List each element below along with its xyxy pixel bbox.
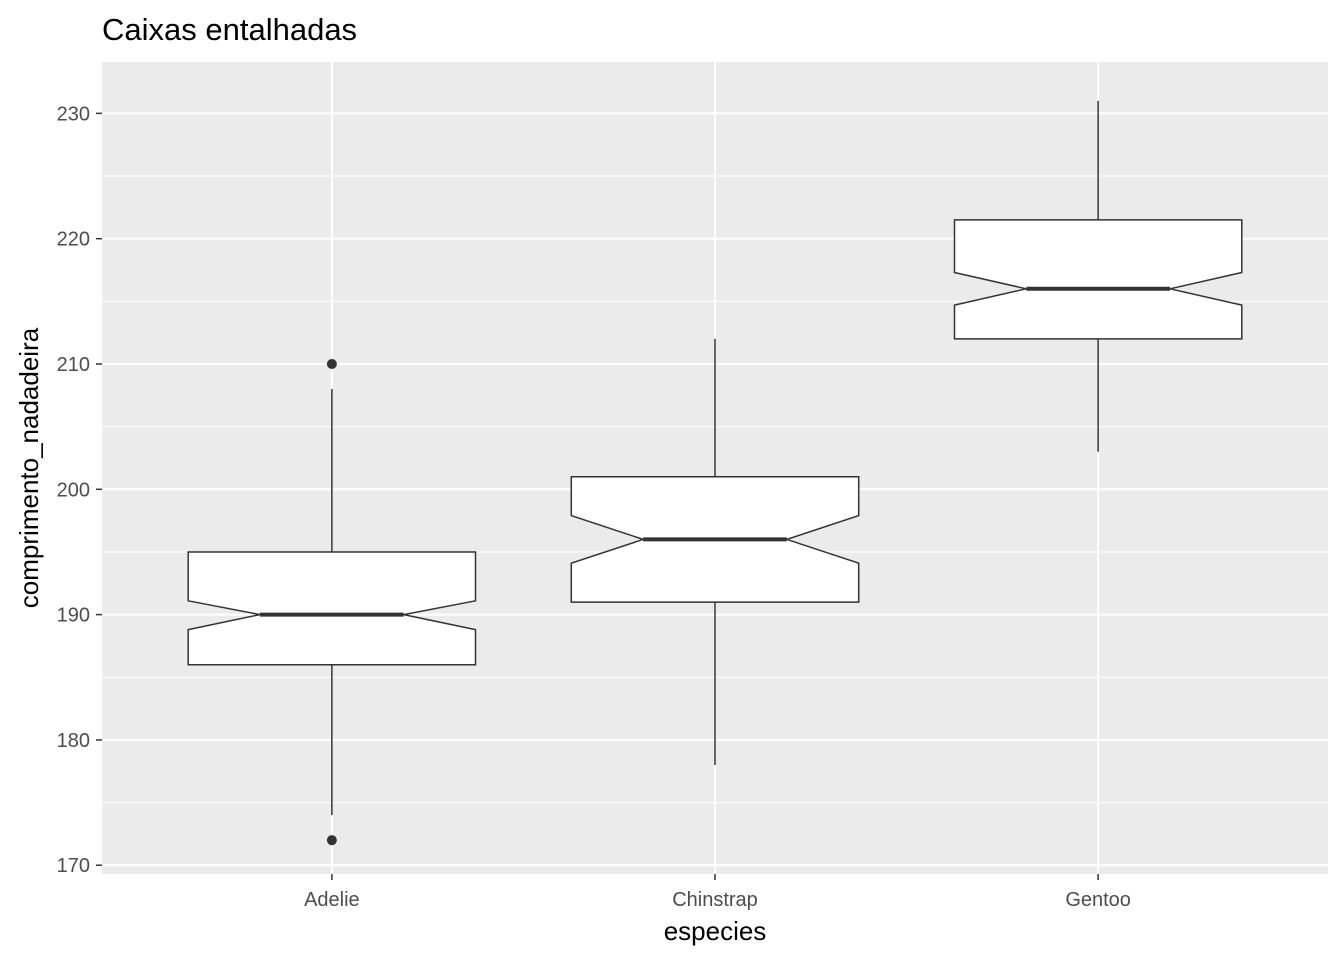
box-gentoo xyxy=(953,100,1243,452)
y-tick-label: 190 xyxy=(57,605,90,627)
notched-box xyxy=(187,551,477,666)
x-tick-label: Chinstrap xyxy=(672,889,758,911)
notched-box xyxy=(953,219,1243,340)
y-tick-label: 180 xyxy=(57,730,90,752)
chart-title: Caixas entalhadas xyxy=(102,12,357,47)
box-adelie xyxy=(187,358,477,846)
box-chinstrap xyxy=(570,338,860,765)
x-axis-title: especies xyxy=(664,916,767,946)
outlier-point xyxy=(326,358,337,369)
y-tick-label: 230 xyxy=(57,103,90,125)
y-tick-label: 170 xyxy=(57,855,90,877)
axes: 170 180 190 200 210 220 230 Adelie Chinstrap Gent… xyxy=(57,103,1131,911)
y-axis-title: comprimento_nadadeira xyxy=(14,327,44,608)
y-tick-label: 220 xyxy=(57,229,90,251)
x-tick-label: Adelie xyxy=(304,889,360,911)
y-tick-label: 200 xyxy=(57,479,90,501)
y-tick-label: 210 xyxy=(57,354,90,376)
boxes xyxy=(187,100,1243,846)
x-tick-label: Gentoo xyxy=(1065,889,1131,911)
outlier-point xyxy=(326,835,337,846)
